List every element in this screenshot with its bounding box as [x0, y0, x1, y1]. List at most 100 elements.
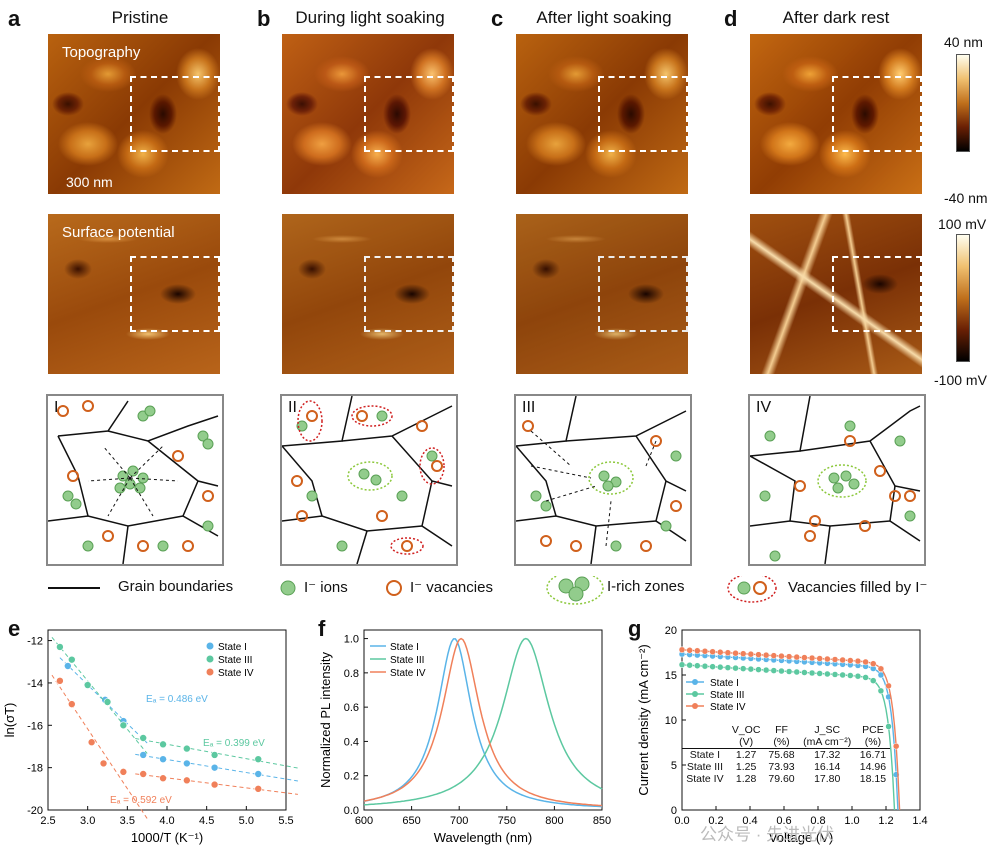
topography-image-d	[750, 34, 922, 194]
roi-box	[364, 76, 454, 152]
y-axis-label: Current density (mA cm⁻²)	[636, 644, 651, 795]
surface-potential-image-a: Surface potential	[48, 214, 220, 374]
topography-colorbar	[956, 54, 970, 152]
pl-series-line	[363, 637, 603, 807]
schematic-state-IV: IV	[748, 394, 926, 566]
y-tick-label: 0.0	[344, 805, 359, 817]
legend-label: State IV	[710, 702, 746, 713]
legend-filled: Vacancies filled by I⁻	[788, 579, 928, 596]
activation-energy-label: Eₐ = 0.399 eV	[203, 738, 265, 749]
data-point	[732, 664, 739, 672]
table-cell: 73.93	[768, 761, 795, 773]
x-tick-label: 0.6	[776, 815, 791, 827]
x-tick-label: 0.0	[674, 815, 689, 827]
topography-label: Topography	[62, 44, 141, 61]
topography-image-a: Topography 300 nm	[48, 34, 220, 194]
data-point	[159, 740, 167, 749]
table-cell: 1.28	[735, 773, 757, 785]
table-cell: 17.32	[814, 749, 841, 761]
legend-marker	[692, 691, 698, 697]
data-point	[755, 651, 762, 658]
data-point	[210, 751, 219, 759]
data-point	[83, 681, 92, 689]
data-point	[254, 785, 263, 793]
data-point	[717, 663, 724, 671]
table-header-cell: FF (%)	[773, 724, 790, 748]
schematic-drawing-II	[281, 395, 453, 565]
x-tick-label: 600	[355, 815, 373, 827]
legend-vacancy-marker	[386, 580, 402, 596]
data-point	[839, 671, 846, 679]
data-point	[762, 651, 770, 659]
legend-rich-zones: I-rich zones	[607, 578, 685, 595]
x-tick-label: 2.5	[40, 815, 55, 827]
data-point	[785, 668, 793, 675]
activation-energy-label: Eₐ = 0.592 eV	[110, 795, 172, 806]
data-point	[139, 734, 147, 742]
data-point	[854, 657, 862, 665]
y-tick-label: -14	[27, 678, 43, 690]
roi-box	[832, 256, 922, 332]
arrhenius-plot: 2.5 3.0 3.5 4.0 4.5 5.0 5.5 -20 -18 -16 -14 -12 1000…	[2, 629, 298, 845]
data-point	[254, 755, 263, 763]
pl-series-line	[363, 638, 603, 808]
data-point	[159, 774, 167, 783]
surface-potential-label: Surface potential	[62, 224, 175, 241]
sp-colorbar-max: 100 mV	[938, 216, 987, 232]
legend-marker	[206, 642, 214, 650]
data-point	[862, 674, 869, 681]
y-tick-label: 0.8	[344, 668, 359, 680]
panel-letter-f: f	[318, 616, 326, 641]
fit-line	[51, 674, 148, 819]
schematic-state-I: I	[46, 394, 224, 566]
data-point	[87, 738, 96, 747]
data-point	[103, 698, 112, 706]
legend-label: State I	[218, 642, 247, 653]
roi-box	[598, 256, 688, 332]
data-point	[68, 655, 76, 664]
x-tick-label: 650	[402, 815, 420, 827]
data-point	[801, 654, 808, 661]
legend-label: State III	[710, 690, 744, 701]
x-axis-label: Voltage (V)	[769, 830, 833, 845]
x-axis-label: 1000/T (K⁻¹)	[131, 830, 203, 845]
pl-spectrum-plot: 600 650 700 750 800 850 0.0 0.2 0.4 0.6 0.8 1.0 Wave…	[318, 629, 611, 845]
data-point	[99, 759, 108, 768]
surface-potential-image-d	[750, 214, 922, 374]
watermark: 公众号 · 先进光伏	[700, 825, 835, 844]
data-point	[678, 646, 686, 654]
y-tick-label: 10	[665, 715, 677, 727]
data-point	[739, 650, 747, 657]
legend-marker	[206, 668, 214, 676]
table-header-row: V_OC (V) FF (%) J_SC (mA cm⁻²) PCE (%)	[682, 724, 890, 749]
schematic-drawing-IV	[749, 395, 921, 565]
table-header-cell: J_SC (mA cm⁻²)	[803, 724, 852, 748]
y-axis-label: Normalized PL intensity	[318, 651, 333, 788]
data-point	[831, 671, 839, 678]
data-point	[64, 662, 72, 670]
y-tick-label: 5	[671, 760, 677, 772]
x-tick-label: 1.0	[844, 815, 859, 827]
table-cell: 14.96	[859, 761, 887, 773]
data-point	[785, 653, 793, 660]
data-point	[701, 662, 709, 670]
data-point	[56, 677, 64, 685]
data-point	[68, 700, 76, 708]
x-tick-label: 4.5	[199, 815, 214, 827]
legend-filled-outline	[727, 576, 777, 603]
jv-parameter-table: V_OC (V) FF (%) J_SC (mA cm⁻²) PCE (%) S…	[682, 724, 890, 785]
x-tick-label: 5.5	[278, 815, 293, 827]
data-point	[862, 658, 869, 666]
legend-vacancies: I⁻ vacancies	[410, 579, 493, 596]
data-point	[801, 669, 808, 676]
legend-marker	[692, 679, 698, 685]
topo-colorbar-min: -40 nm	[944, 190, 988, 206]
surface-potential-image-b	[282, 214, 454, 374]
table-header-cell	[682, 724, 728, 749]
y-tick-label: -18	[27, 763, 43, 775]
activation-energy-label: Eₐ = 0.486 eV	[146, 694, 208, 705]
data-point	[847, 657, 854, 664]
legend-label: State I	[390, 642, 419, 653]
scale-bar-label: 300 nm	[66, 174, 113, 190]
fit-line	[51, 636, 148, 754]
